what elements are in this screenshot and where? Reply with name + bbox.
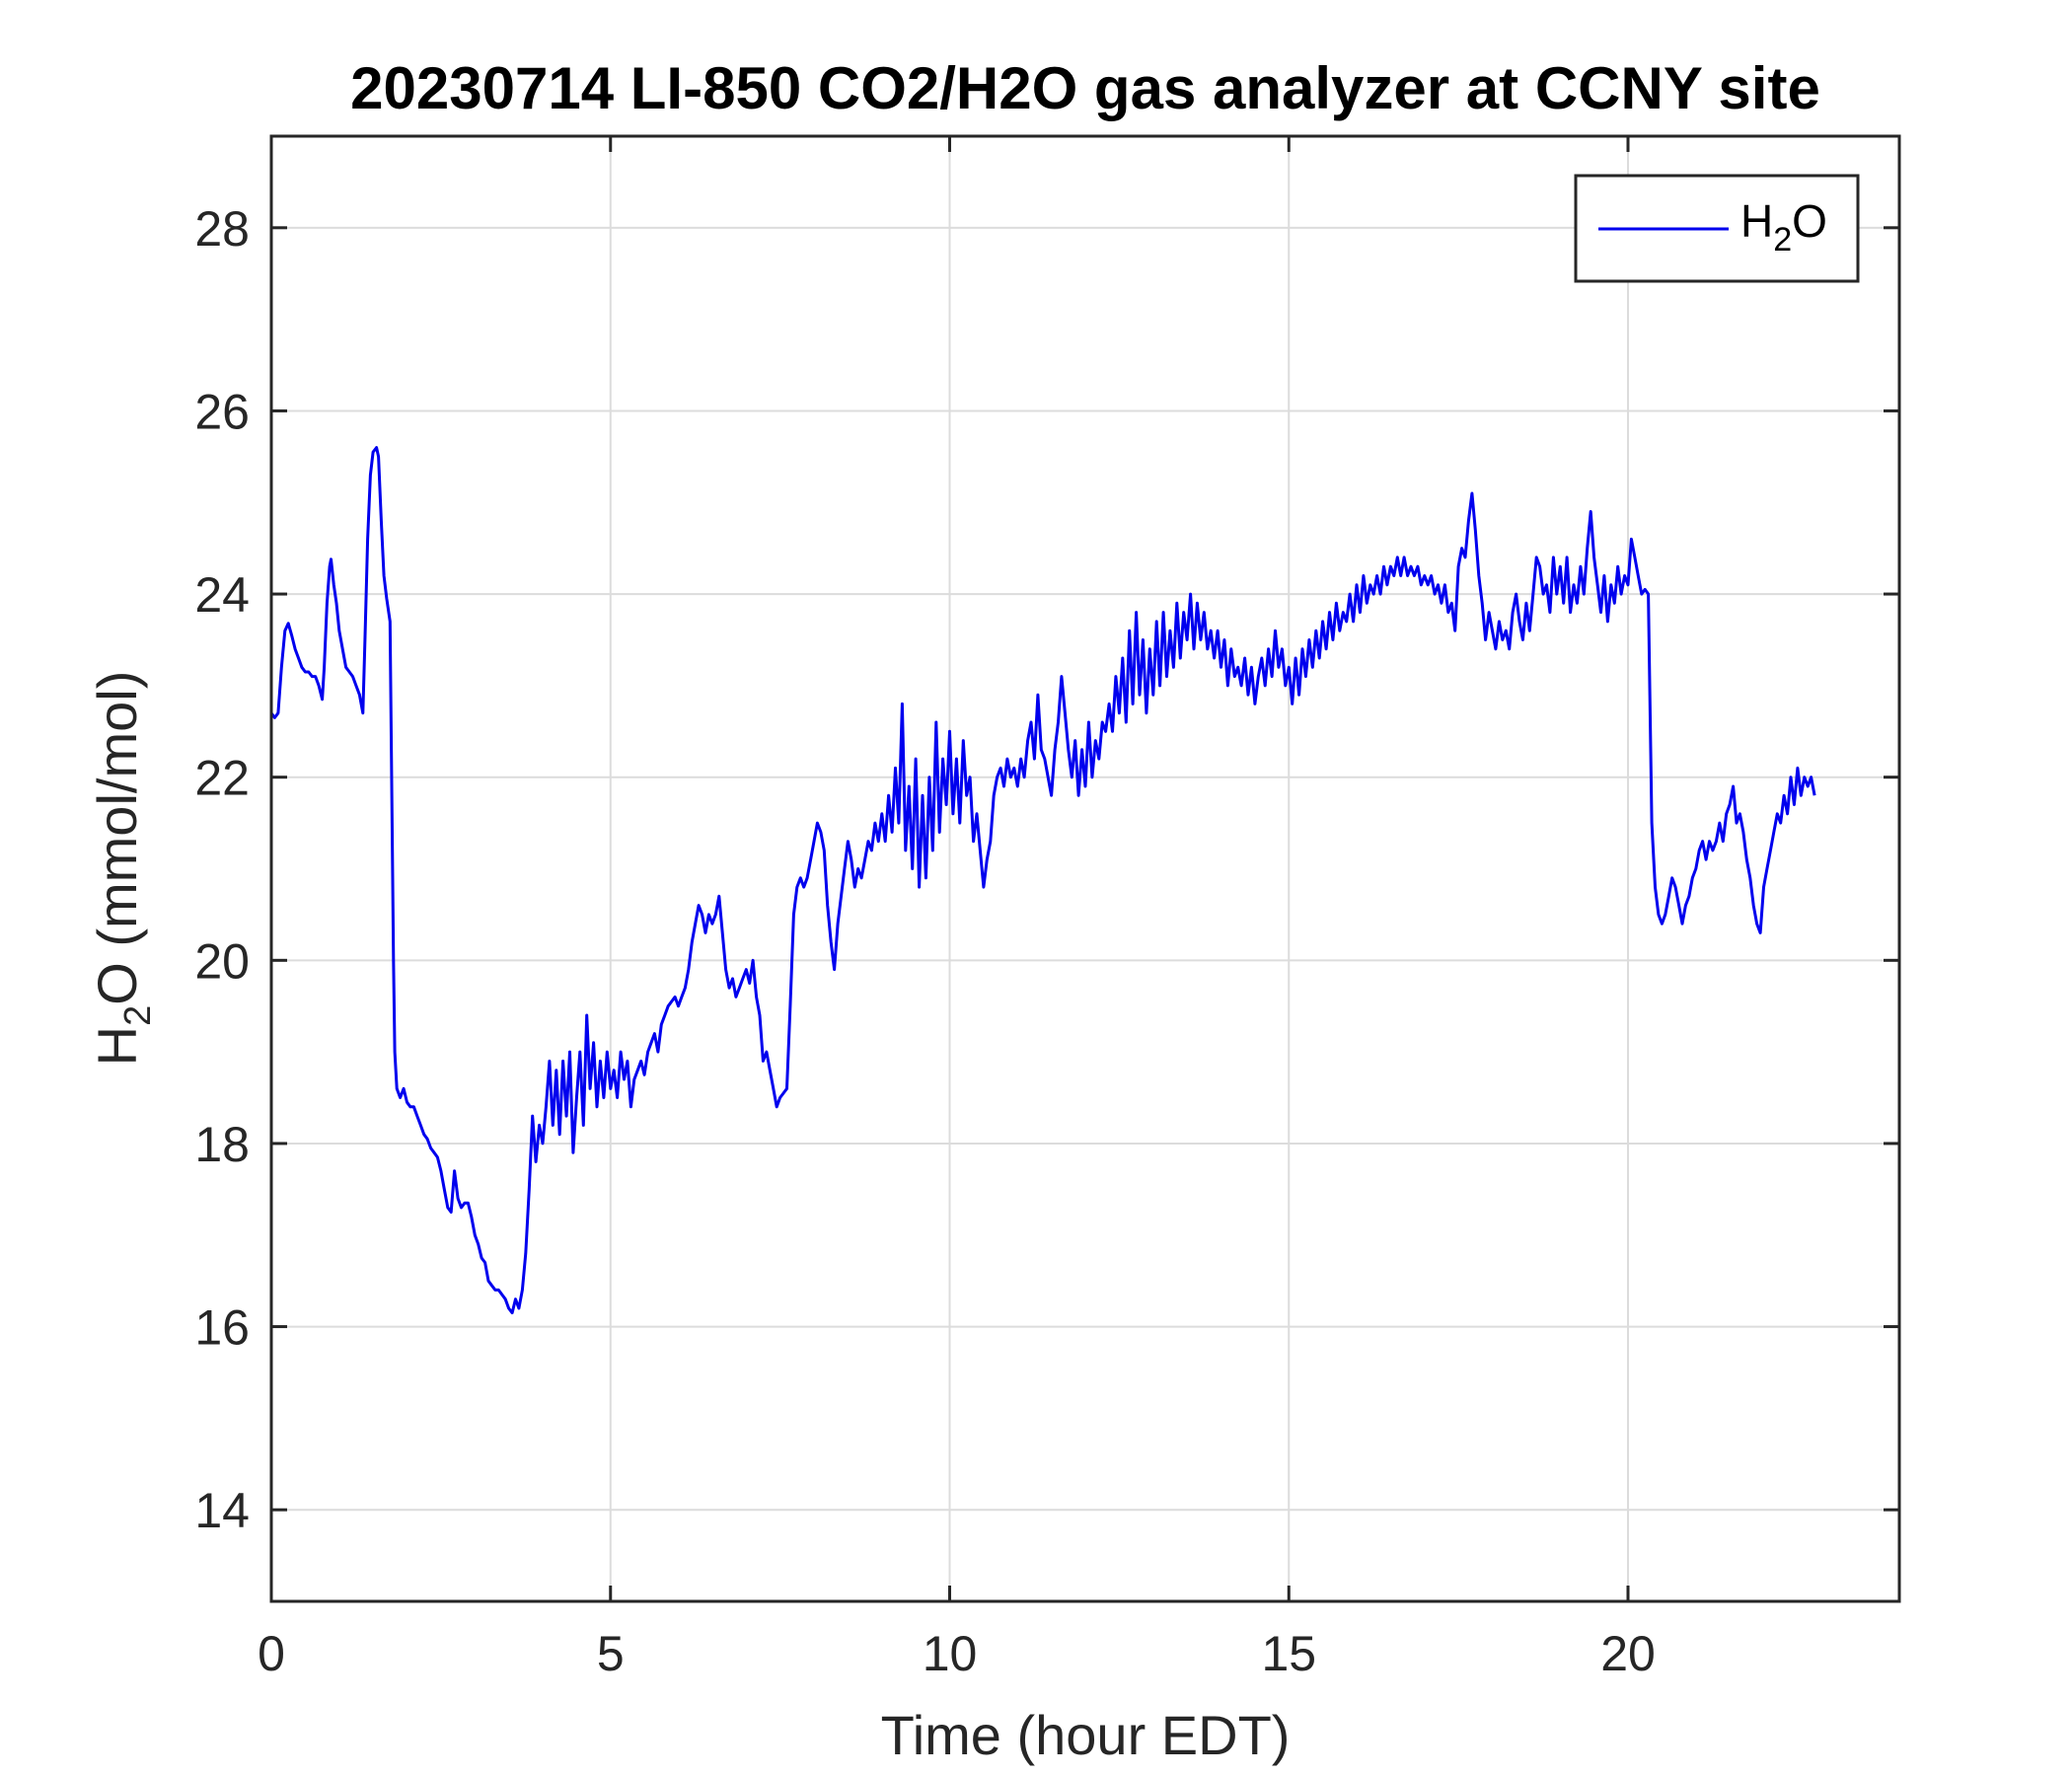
legend-label-main: H	[1740, 195, 1773, 247]
x-tick-labels: 0 5 10 15 20	[258, 1626, 1656, 1681]
plot-area-border	[269, 134, 1901, 1603]
x-tick-label: 10	[923, 1626, 978, 1681]
x-tick-label: 0	[258, 1626, 285, 1681]
y-tick-label: 20	[194, 933, 250, 989]
y-tick-label: 14	[194, 1483, 250, 1538]
y-tick-label: 24	[194, 567, 250, 623]
y-tick-label: 26	[194, 384, 250, 439]
legend-label: H2O	[1740, 195, 1827, 259]
y-tick-labels: 14 16 18 20 22 24 26 28	[194, 201, 250, 1538]
chart-title: 20230714 LI-850 CO2/H2O gas analyzer at …	[350, 55, 1820, 121]
y-axis-label-subscript: 2	[117, 1005, 159, 1026]
x-tick-label: 20	[1600, 1626, 1656, 1681]
x-tick-label: 15	[1261, 1626, 1316, 1681]
h2o-series-line	[269, 446, 1816, 1315]
axis-ticks	[269, 136, 1899, 1601]
y-tick-label: 22	[194, 751, 250, 806]
legend-label-subscript: 2	[1773, 221, 1792, 259]
x-tick-label: 5	[597, 1626, 625, 1681]
legend-label-rest: O	[1792, 195, 1827, 247]
grid-lines	[271, 136, 1899, 1601]
y-axis-label-rest: O (mmol/mol)	[86, 671, 148, 1005]
series-layer	[269, 446, 1816, 1315]
y-axis-label-main: H	[86, 1026, 148, 1066]
x-axis-label: Time (hour EDT)	[881, 1704, 1291, 1766]
y-tick-label: 18	[194, 1117, 250, 1172]
legend: H2O	[1574, 174, 1860, 283]
y-axis-label: H2O (mmol/mol)	[86, 671, 159, 1067]
y-tick-label: 28	[194, 201, 250, 257]
y-tick-label: 16	[194, 1300, 250, 1356]
